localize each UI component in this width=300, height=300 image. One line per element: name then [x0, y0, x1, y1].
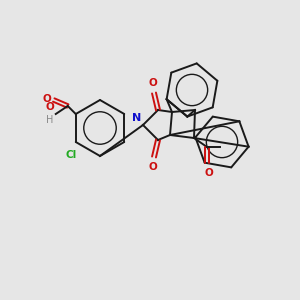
Text: H: H	[46, 115, 54, 125]
Text: O: O	[42, 94, 51, 104]
Text: N: N	[132, 113, 141, 123]
Text: O: O	[148, 162, 158, 172]
Text: O: O	[45, 102, 54, 112]
Text: O: O	[148, 78, 158, 88]
Text: O: O	[205, 168, 213, 178]
Text: Cl: Cl	[65, 150, 76, 160]
